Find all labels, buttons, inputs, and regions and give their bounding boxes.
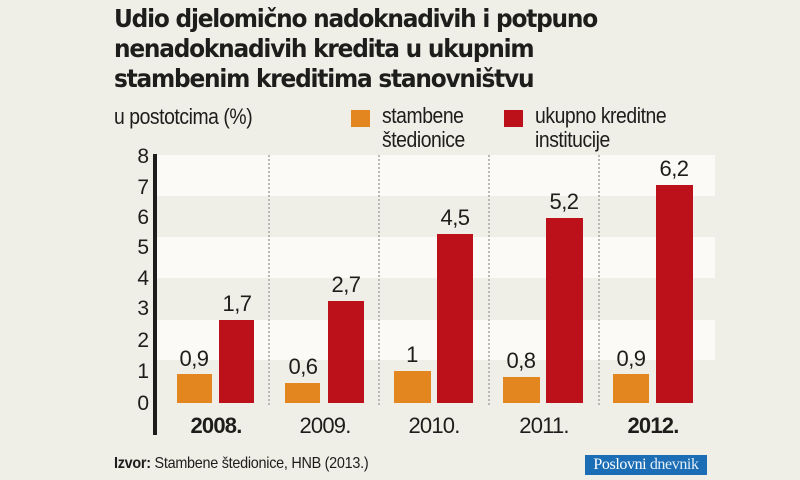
grid-band	[157, 155, 715, 196]
year-label: 2012.	[627, 413, 679, 438]
year-label: 2011.	[519, 413, 569, 438]
bar-ukupno-2008	[219, 320, 254, 403]
legend-label: stambene štedionice	[382, 103, 465, 152]
unit-label: u postotcima (%)	[114, 104, 253, 129]
y-axis-line	[153, 154, 157, 435]
bar-label: 2,7	[331, 272, 361, 297]
bar-stambene-2009	[285, 383, 320, 403]
y-tick: 8	[137, 145, 149, 168]
year-label: 2009.	[299, 413, 351, 438]
bar-label: 0,8	[506, 348, 536, 373]
bar-label: 0,9	[179, 346, 209, 371]
bar-label: 0,9	[616, 346, 646, 371]
group-divider	[268, 155, 270, 405]
chart-title: Udio djelomično nadoknadivih i potpuno n…	[114, 4, 598, 93]
bar-label: 1	[406, 342, 418, 367]
source-note: Izvor: Stambene štedionice, HNB (2013.)	[114, 455, 369, 473]
bar-stambene-2008	[177, 374, 212, 403]
bar-ukupno-2012	[656, 185, 693, 403]
brand-logo: Poslovni dnevnik	[585, 455, 707, 475]
y-tick: 1	[137, 360, 149, 383]
bar-stambene-2012	[613, 374, 649, 403]
grid-band	[157, 237, 715, 278]
source-text: Stambene štedionice, HNB (2013.)	[150, 455, 369, 472]
y-tick: 4	[137, 267, 149, 290]
bar-stambene-2010	[394, 371, 431, 403]
bar-label: 6,2	[659, 156, 689, 181]
y-tick: 7	[137, 176, 149, 199]
source-label: Izvor:	[114, 455, 151, 472]
y-tick: 3	[137, 297, 149, 320]
legend-label: ukupno kreditne institucije	[535, 103, 667, 152]
bar-stambene-2011	[503, 377, 540, 403]
year-label: 2008.	[190, 413, 242, 438]
bar-label: 1,7	[222, 291, 252, 316]
y-tick: 0	[137, 392, 149, 415]
brand-part2: dnevnik	[646, 456, 699, 473]
legend-swatch-red	[504, 110, 523, 127]
legend-swatch-orange	[351, 110, 370, 127]
bar-label: 4,5	[440, 205, 470, 230]
bar-ukupno-2011	[546, 218, 583, 403]
group-divider	[488, 155, 490, 405]
group-divider	[378, 155, 380, 405]
bar-ukupno-2009	[328, 301, 364, 403]
group-divider	[598, 155, 600, 405]
bar-label: 5,2	[549, 189, 579, 214]
y-tick: 6	[137, 206, 149, 229]
brand-part1: Poslovni	[593, 456, 647, 473]
bar-label: 0,6	[288, 354, 318, 379]
year-label: 2010.	[408, 413, 460, 438]
bar-ukupno-2010	[437, 234, 473, 403]
y-tick: 5	[137, 236, 149, 259]
y-tick: 2	[137, 329, 149, 352]
